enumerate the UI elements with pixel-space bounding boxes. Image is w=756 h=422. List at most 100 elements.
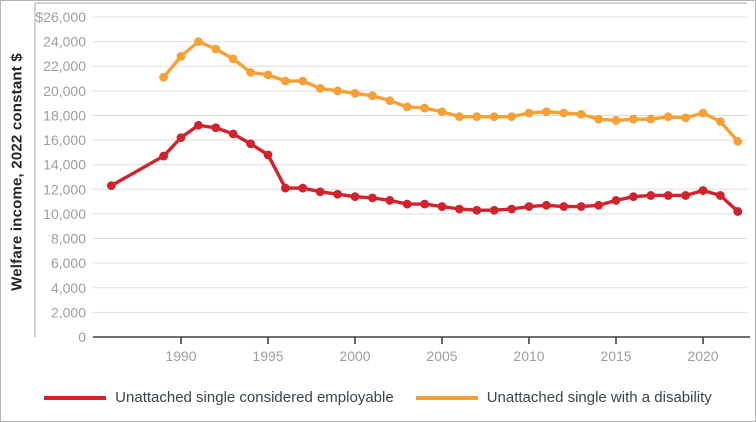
series-point-1-1992 [211,44,221,54]
series-point-1-2004 [420,103,429,113]
series-point-1-2012 [559,108,569,118]
x-tick-label-2005: 2005 [426,348,457,364]
series-point-0-2011 [542,200,551,210]
series-point-1-1996 [281,76,290,86]
series-point-0-2014 [594,200,603,210]
series-point-1-1990 [176,51,186,61]
series-point-0-1991 [194,120,203,130]
y-tick-label-26000: $26,000 [35,9,86,25]
legend-item-disability: Unattached single with a disability [415,389,712,406]
series-point-0-1995 [263,150,273,160]
series-point-1-2011 [542,107,551,117]
series-point-0-1992 [211,123,221,133]
y-tick-label-20000: 20,000 [43,83,86,99]
series-point-0-2004 [420,199,429,209]
series-point-0-2008 [489,205,499,215]
legend-swatch-employable [44,395,107,400]
series-point-0-2020 [698,186,708,195]
legend-swatch-disability [415,395,478,400]
y-tick-label-2000: 2,000 [51,304,86,320]
series-point-0-2003 [402,199,412,209]
series-point-1-2021 [716,117,725,127]
x-tick-label-1990: 1990 [165,348,196,364]
series-point-0-2022 [733,207,743,216]
series-point-1-2000 [350,88,360,98]
chart-legend: Unattached single considered employable … [1,389,755,406]
legend-item-employable: Unattached single considered employable [44,389,394,406]
y-tick-label-10000: 10,000 [43,206,86,222]
series-point-0-2005 [437,202,447,211]
series-point-1-1999 [333,86,342,96]
series-point-0-1986 [107,181,116,191]
y-tick-label-18000: 18,000 [43,107,86,123]
series-point-0-1999 [333,189,342,199]
series-point-1-2017 [646,114,656,124]
series-point-0-2013 [576,202,586,211]
series-point-1-2005 [437,107,447,117]
y-tick-label-8000: 8,000 [51,231,86,247]
series-point-1-1994 [246,67,256,77]
series-point-1-1991 [194,37,203,47]
series-point-1-2018 [663,112,673,122]
series-point-1-2015 [611,115,621,125]
legend-label-employable: Unattached single considered employable [115,389,394,406]
series-point-1-2006 [455,112,464,122]
x-tick-label-2010: 2010 [513,348,544,364]
x-tick-label-2000: 2000 [339,348,370,364]
y-tick-label-6000: 6,000 [51,255,86,271]
series-point-1-2022 [733,136,743,146]
y-tick-label-0: 0 [78,329,86,345]
x-tick-label-1995: 1995 [252,348,283,364]
series-point-1-1998 [315,83,325,93]
series-point-1-2019 [681,113,690,123]
series-point-0-2012 [559,202,569,211]
series-point-1-2007 [472,112,482,122]
series-point-0-2016 [629,192,638,202]
series-point-0-2006 [455,204,464,214]
x-tick-label-2020: 2020 [687,348,718,364]
y-tick-label-16000: 16,000 [43,132,86,148]
y-axis-title: Welfare income, 2022 constant $ [8,53,26,291]
series-point-0-2001 [368,193,377,203]
series-point-0-1996 [281,183,290,193]
series-point-0-2017 [646,191,656,200]
series-point-1-2002 [385,96,395,106]
x-tick-label-2015: 2015 [600,348,631,364]
y-tick-label-22000: 22,000 [43,58,86,74]
series-point-1-2010 [524,108,534,118]
series-point-1-2008 [489,112,499,122]
series-point-0-2010 [524,202,534,211]
series-point-1-2001 [368,91,377,101]
series-point-1-2016 [629,114,638,124]
series-point-0-1993 [228,129,238,139]
y-tick-label-24000: 24,000 [43,34,86,50]
y-tick-label-4000: 4,000 [51,280,86,296]
series-point-1-1989 [159,72,169,82]
series-point-1-1995 [263,70,273,80]
series-point-0-2015 [611,195,621,205]
series-point-0-2000 [350,192,360,202]
series-point-1-2003 [402,102,412,112]
series-point-0-2007 [472,205,482,215]
series-point-0-2002 [385,195,395,205]
legend-label-disability: Unattached single with a disability [486,389,712,406]
y-tick-label-14000: 14,000 [43,157,86,173]
y-tick-label-12000: 12,000 [43,181,86,197]
series-point-0-2018 [663,191,673,200]
series-point-1-2009 [507,112,516,122]
series-point-1-1997 [298,76,308,86]
series-line-1 [161,39,740,144]
series-point-0-1989 [159,151,169,161]
series-point-1-2013 [576,109,586,119]
series-line-0 [109,123,740,214]
series-point-0-2019 [681,191,690,200]
series-point-1-1993 [228,54,238,64]
series-point-1-2014 [594,114,603,124]
series-point-1-2020 [698,108,708,118]
series-point-0-2009 [507,204,516,214]
series-point-0-2021 [716,191,725,200]
series-point-0-1997 [298,183,308,193]
series-point-0-1998 [315,187,325,197]
